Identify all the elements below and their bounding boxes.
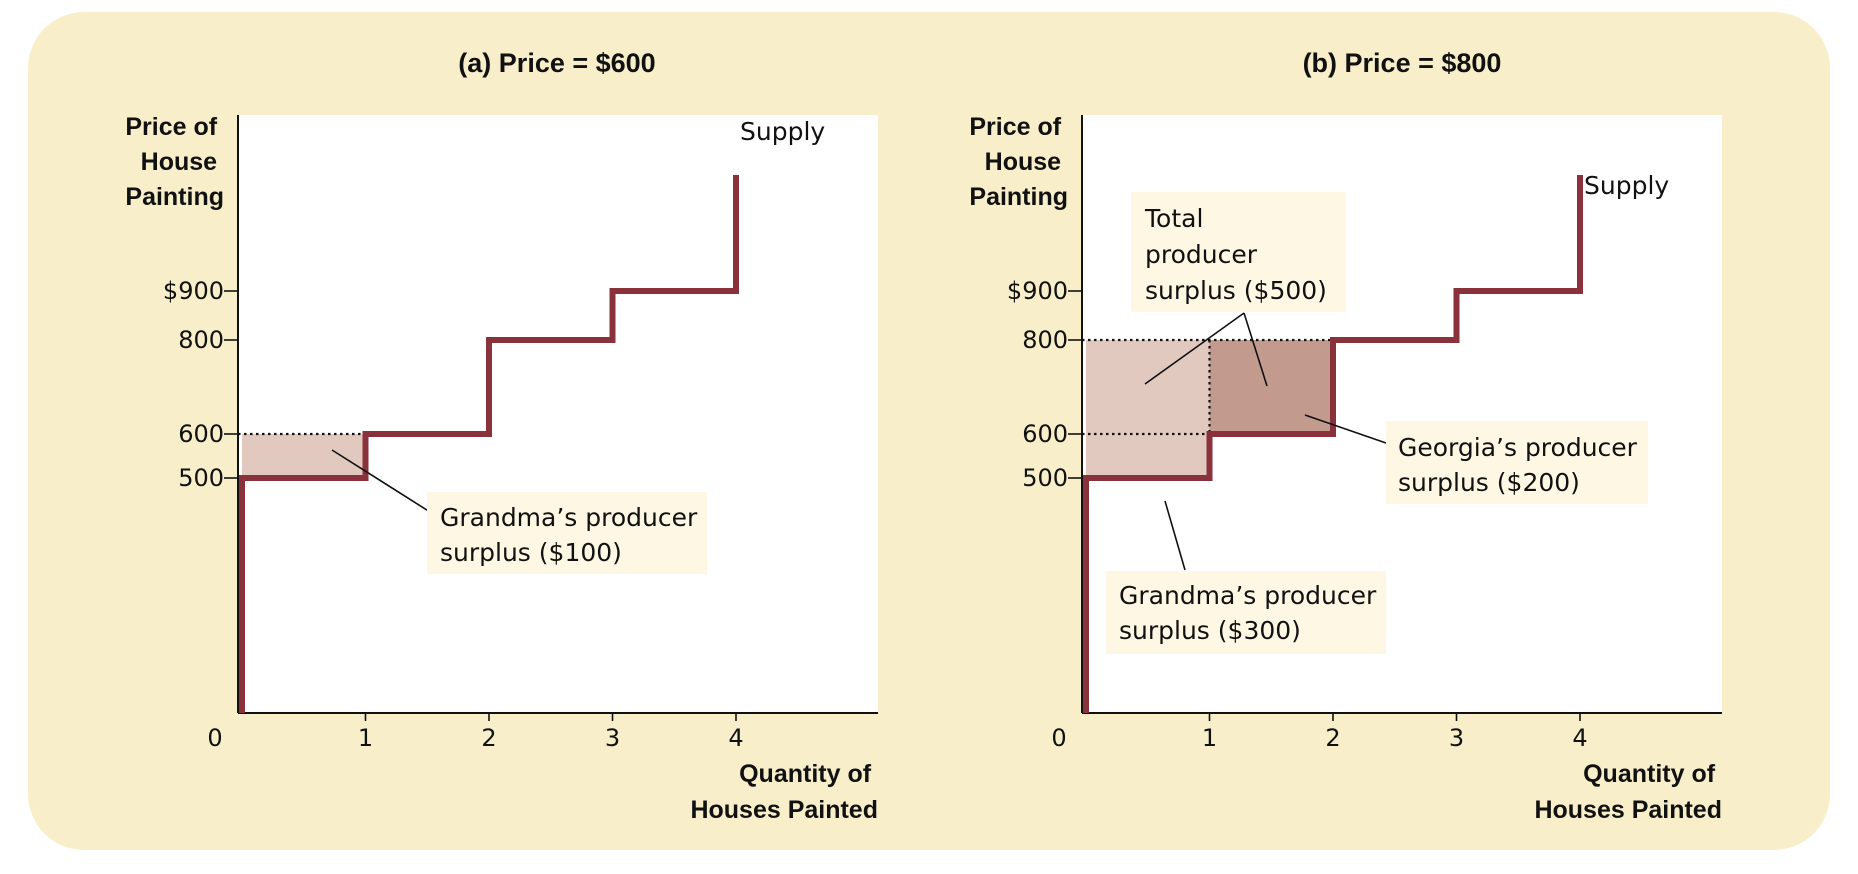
panel-b-x-label-line-2: Houses Painted bbox=[1534, 796, 1722, 824]
panel-b-georgia-annotation-box bbox=[1386, 421, 1648, 504]
panel-a-title: (a) Price = $600 bbox=[458, 48, 655, 78]
panel-b-grandma-line-2: surplus ($300) bbox=[1119, 616, 1301, 645]
panel-a-origin-label: 0 bbox=[207, 724, 222, 752]
panel-a-x-tick-label-2: 2 bbox=[481, 724, 496, 752]
panel-a-x-label-line-2: Houses Painted bbox=[690, 796, 878, 824]
panel-a-surplus-region-1 bbox=[242, 434, 366, 478]
panel-b-title: (b) Price = $800 bbox=[1303, 48, 1502, 78]
panel-b-origin-label: 0 bbox=[1051, 724, 1066, 752]
panel-b-x-axis-label: Quantity of Houses Painted bbox=[1534, 760, 1722, 824]
panel-b-surplus-region-2 bbox=[1209, 340, 1333, 434]
panel-a-annotation-line-2: surplus ($100) bbox=[440, 538, 622, 567]
panel-b-surplus-region-1 bbox=[1086, 340, 1210, 478]
panel-a-x-ticks: 1 2 3 4 bbox=[358, 713, 744, 752]
panel-b-surplus-regions bbox=[1086, 340, 1333, 478]
panel-a-y-ticks: $900 800 600 500 bbox=[163, 277, 238, 492]
panel-b-x-tick-label-3: 3 bbox=[1449, 724, 1464, 752]
panel-b-georgia-line-2: surplus ($200) bbox=[1398, 468, 1580, 497]
panel-a-plot-area bbox=[238, 115, 878, 713]
panel-a: (a) Price = $600 Price of House Painting… bbox=[125, 48, 878, 824]
panel-a-x-tick-label-4: 4 bbox=[728, 724, 743, 752]
panel-b-total-leader-right bbox=[1243, 312, 1268, 387]
panel-b-total-line-3: surplus ($500) bbox=[1145, 276, 1327, 305]
panel-b-y-tick-label-600: 600 bbox=[1022, 420, 1068, 448]
panel-b-y-tick-label-800: 800 bbox=[1022, 326, 1068, 354]
panel-a-supply-label: Supply bbox=[740, 117, 825, 146]
panel-b-annotation-grandma: Grandma’s producer surplus ($300) bbox=[1119, 581, 1384, 645]
panel-b-georgia-line-1: Georgia’s producer bbox=[1398, 433, 1638, 462]
panel-a-y-label-line-1: Price of bbox=[125, 113, 217, 141]
panel-a-y-axis-label: Price of House Painting bbox=[125, 113, 224, 211]
panel-b-annotation-georgia: Georgia’s producer surplus ($200) bbox=[1398, 433, 1645, 497]
panel-b-total-leader-left bbox=[1144, 312, 1245, 385]
panel-a-annotation-box bbox=[427, 492, 707, 574]
panel-b-x-label-line-1: Quantity of bbox=[1583, 760, 1716, 788]
panel-a-annotation-line-1: Grandma’s producer bbox=[440, 503, 698, 532]
panel-b-total-line-1: Total bbox=[1144, 204, 1203, 233]
panel-b-y-tick-label-500: 500 bbox=[1022, 464, 1068, 492]
panel-b-x-ticks: 1 2 3 4 bbox=[1202, 713, 1588, 752]
panel-a-x-label-line-1: Quantity of bbox=[739, 760, 872, 788]
panel-b-georgia-leader bbox=[1304, 414, 1387, 444]
panel-b-y-tick-label-900: $900 bbox=[1007, 277, 1068, 305]
panel-a-supply-curve bbox=[239, 175, 739, 713]
panel-a-x-axis-label: Quantity of Houses Painted bbox=[690, 760, 878, 824]
panel-b-x-tick-label-1: 1 bbox=[1202, 724, 1217, 752]
panel-b-annotation-total: Total producer surplus ($500) bbox=[1144, 204, 1327, 305]
panel-b-total-line-2: producer bbox=[1145, 240, 1258, 269]
panel-b-supply-label: Supply bbox=[1584, 171, 1669, 200]
panel-b-y-ticks: $900 800 600 500 bbox=[1007, 277, 1082, 492]
panel-a-y-tick-label-800: 800 bbox=[178, 326, 224, 354]
panel-a-x-tick-label-1: 1 bbox=[358, 724, 373, 752]
panel-b-grandma-leader bbox=[1164, 500, 1186, 571]
panel-a-annotation-grandma: Grandma’s producer surplus ($100) bbox=[440, 503, 705, 567]
panel-a-y-label-line-2: House bbox=[141, 148, 218, 176]
panel-a-y-label-line-3: Painting bbox=[125, 183, 224, 211]
panel-a-surplus-regions bbox=[242, 434, 366, 478]
panel-a-annotation-leader bbox=[331, 449, 431, 513]
panel-b-supply-curve bbox=[1083, 175, 1583, 713]
panel-a-y-tick-label-600: 600 bbox=[178, 420, 224, 448]
panel-a-y-tick-label-900: $900 bbox=[163, 277, 224, 305]
panel-b: (b) Price = $800 Price of House Painting… bbox=[969, 48, 1722, 824]
panel-b-total-annotation-box bbox=[1131, 192, 1346, 312]
panel-b-grandma-line-1: Grandma’s producer bbox=[1119, 581, 1377, 610]
panel-b-x-tick-label-2: 2 bbox=[1325, 724, 1340, 752]
panel-b-y-axis-label: Price of House Painting bbox=[969, 113, 1068, 211]
panel-b-y-label-line-1: Price of bbox=[969, 113, 1061, 141]
panel-b-price-lines bbox=[1082, 338, 1333, 436]
panel-b-x-tick-label-4: 4 bbox=[1572, 724, 1587, 752]
panel-a-x-tick-label-3: 3 bbox=[605, 724, 620, 752]
panel-b-y-label-line-3: Painting bbox=[969, 183, 1068, 211]
panel-a-y-tick-label-500: 500 bbox=[178, 464, 224, 492]
panel-b-y-label-line-2: House bbox=[985, 148, 1062, 176]
panel-b-grandma-annotation-box bbox=[1106, 571, 1386, 654]
